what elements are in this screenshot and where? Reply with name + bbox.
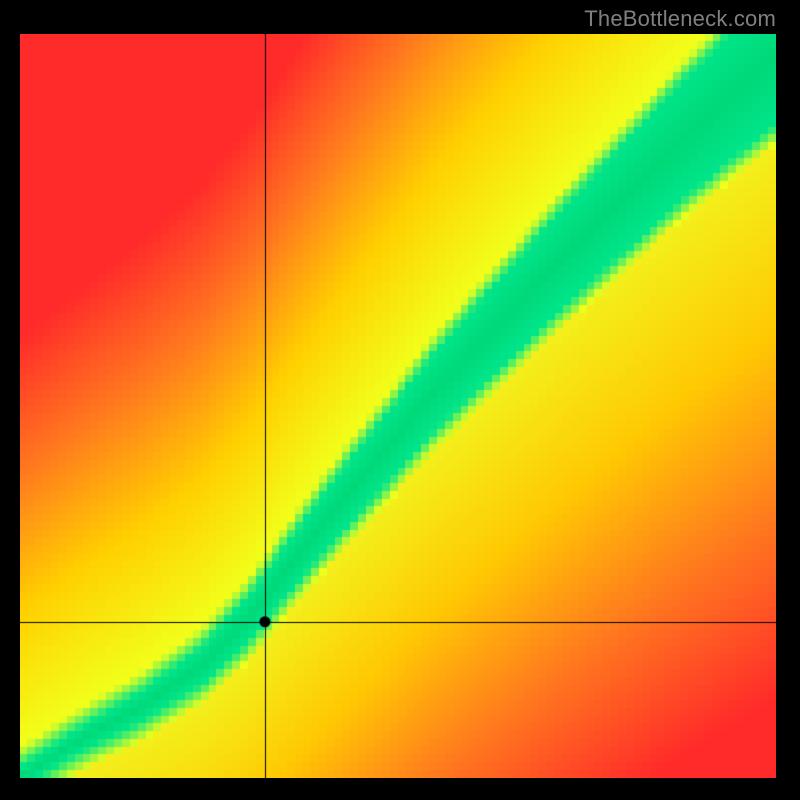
watermark-text: TheBottleneck.com [584, 6, 776, 32]
bottleneck-heatmap [20, 34, 776, 778]
plot-frame [20, 34, 776, 778]
chart-container: TheBottleneck.com [0, 0, 800, 800]
